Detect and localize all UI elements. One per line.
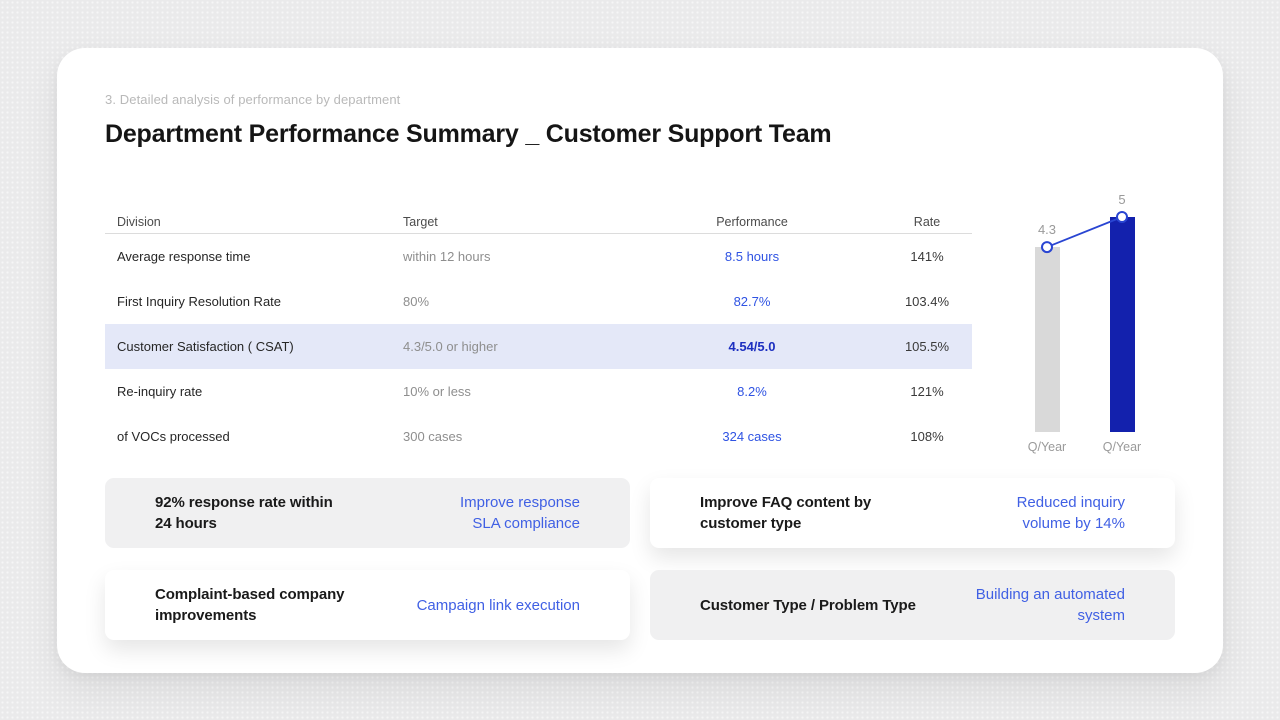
cell-rate: 141%	[910, 249, 944, 264]
cell-division: of VOCs processed	[117, 429, 230, 444]
card-action-label: Building an automated system	[975, 586, 1125, 624]
column-header-rate: Rate	[913, 214, 941, 229]
section-eyebrow: 3. Detailed analysis of performance by d…	[105, 92, 401, 107]
chart-axis-label: Q/Year	[1102, 440, 1142, 454]
cell-division: Average response time	[117, 249, 251, 264]
table-row: of VOCs processed 300 cases 324 cases 10…	[105, 414, 972, 459]
table-row: First Inquiry Resolution Rate 80% 82.7% …	[105, 279, 972, 324]
qyear-bar-chart: 4.3 Q/Year 5 Q/Year	[1012, 192, 1202, 481]
slide-canvas: 3. Detailed analysis of performance by d…	[57, 48, 1223, 673]
page-title: Department Performance Summary _ Custome…	[105, 120, 832, 148]
card-statement: 92% response rate within 24 hours	[155, 494, 333, 532]
chart-trend-line	[1041, 211, 1128, 254]
insight-card: Customer Type / Problem Type Building an…	[650, 570, 1175, 640]
insight-cards: 92% response rate within 24 hours Improv…	[105, 478, 1175, 640]
insight-card: Improve FAQ content by customer type Red…	[650, 478, 1175, 548]
cell-rate: 121%	[910, 384, 944, 399]
chart-value-label: 4.3	[1037, 222, 1057, 238]
cell-target: 4.3/5.0 or higher	[403, 339, 498, 354]
cell-rate: 108%	[910, 429, 944, 444]
insight-card: 92% response rate within 24 hours Improv…	[105, 478, 630, 548]
performance-table: Division Target Performance Rate Average…	[105, 210, 972, 459]
cell-target: 10% or less	[403, 384, 471, 399]
cell-target: 300 cases	[403, 429, 463, 444]
column-header-division: Division	[117, 214, 161, 229]
chart-bar	[1034, 247, 1060, 432]
chart-point-marker	[1041, 241, 1053, 254]
card-statement: Complaint-based company improvements	[155, 586, 345, 624]
chart-axis-label: Q/Year	[1027, 440, 1067, 454]
chart-point-marker	[1116, 211, 1128, 223]
chart-bar	[1109, 217, 1135, 432]
cell-performance: 8.2%	[737, 384, 767, 399]
cell-rate: 105.5%	[904, 339, 950, 354]
cell-performance: 324 cases	[722, 429, 782, 444]
card-action-label: Reduced inquiry volume by 14%	[1016, 494, 1125, 532]
card-action-label: Campaign link execution	[416, 596, 580, 614]
cell-division: Customer Satisfaction ( CSAT)	[117, 339, 294, 354]
cell-performance: 8.5 hours	[724, 249, 780, 264]
table-row: Average response time within 12 hours 8.…	[105, 234, 972, 279]
table-row: Re-inquiry rate 10% or less 8.2% 121%	[105, 369, 972, 414]
cell-division: First Inquiry Resolution Rate	[117, 294, 282, 309]
cell-target: 80%	[403, 294, 430, 309]
cell-performance: 4.54/5.0	[728, 339, 776, 354]
table-row-highlighted: Customer Satisfaction ( CSAT) 4.3/5.0 or…	[105, 324, 972, 369]
card-action-label: Improve response SLA compliance	[459, 494, 580, 532]
chart-value-label: 5	[1118, 192, 1126, 207]
card-statement: Customer Type / Problem Type	[700, 596, 916, 614]
cell-target: within 12 hours	[403, 249, 491, 264]
column-header-performance: Performance	[716, 214, 788, 229]
cell-performance: 82.7%	[733, 294, 771, 309]
cell-division: Re-inquiry rate	[117, 384, 203, 399]
card-statement: Improve FAQ content by customer type	[700, 494, 872, 532]
column-header-target: Target	[403, 214, 438, 229]
table-header-row: Division Target Performance Rate	[105, 210, 972, 234]
cell-rate: 103.4%	[904, 294, 950, 309]
insight-card: Complaint-based company improvements Cam…	[105, 570, 630, 640]
